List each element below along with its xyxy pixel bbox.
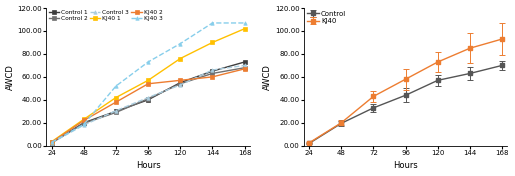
X-axis label: Hours: Hours xyxy=(393,161,418,170)
Control 3 xyxy=(113,110,119,112)
Control 1 xyxy=(242,61,248,63)
KJ40 2 xyxy=(145,83,151,85)
KJ40 2 xyxy=(177,79,183,81)
Control 2 xyxy=(145,98,151,100)
KJ40 3 xyxy=(177,43,183,45)
KJ40 1 xyxy=(48,141,55,143)
Control 2 xyxy=(48,142,55,144)
KJ40 3 xyxy=(113,85,119,87)
Y-axis label: AWCD: AWCD xyxy=(6,64,14,90)
Control 1 xyxy=(177,81,183,84)
KJ40 2 xyxy=(242,68,248,70)
Line: Control 2: Control 2 xyxy=(50,66,246,145)
KJ40 1 xyxy=(145,79,151,81)
KJ40 2 xyxy=(210,76,216,78)
Control 2 xyxy=(81,122,87,124)
Control 3 xyxy=(242,64,248,67)
KJ40 1 xyxy=(113,96,119,99)
Y-axis label: AWCD: AWCD xyxy=(263,64,272,90)
KJ40 3 xyxy=(48,141,55,143)
Control 1 xyxy=(113,110,119,112)
Control 2 xyxy=(113,111,119,114)
KJ40 2 xyxy=(113,101,119,103)
Control 1 xyxy=(210,70,216,72)
KJ40 1 xyxy=(177,58,183,60)
Control 3 xyxy=(177,84,183,86)
KJ40 2 xyxy=(48,141,55,143)
KJ40 1 xyxy=(81,118,87,120)
Control 1 xyxy=(81,122,87,124)
Control 2 xyxy=(177,83,183,85)
KJ40 2 xyxy=(81,120,87,122)
Line: KJ40 2: KJ40 2 xyxy=(50,67,246,144)
Line: Control 3: Control 3 xyxy=(50,64,246,145)
Control 1 xyxy=(48,142,55,144)
KJ40 3 xyxy=(242,22,248,24)
KJ40 1 xyxy=(242,28,248,30)
Control 3 xyxy=(210,69,216,71)
Legend: Control, KJ40: Control, KJ40 xyxy=(305,10,348,26)
Control 1 xyxy=(145,99,151,101)
Control 2 xyxy=(242,67,248,69)
Control 3 xyxy=(145,96,151,99)
Legend: Control 1, Control 2, Control 3, KJ40 1, KJ40 2, KJ40 3: Control 1, Control 2, Control 3, KJ40 1,… xyxy=(47,9,163,23)
Control 3 xyxy=(48,142,55,144)
KJ40 3 xyxy=(210,22,216,24)
KJ40 3 xyxy=(81,123,87,125)
Control 3 xyxy=(81,124,87,126)
X-axis label: Hours: Hours xyxy=(136,161,161,170)
Line: Control 1: Control 1 xyxy=(50,60,246,145)
Control 2 xyxy=(210,72,216,74)
KJ40 1 xyxy=(210,41,216,43)
Line: KJ40 1: KJ40 1 xyxy=(50,27,246,143)
Line: KJ40 3: KJ40 3 xyxy=(50,21,246,144)
KJ40 3 xyxy=(145,61,151,63)
